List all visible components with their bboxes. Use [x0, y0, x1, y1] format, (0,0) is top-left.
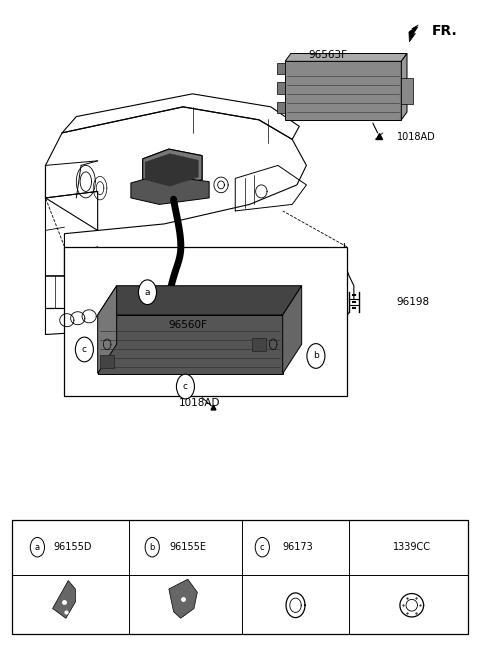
Polygon shape	[409, 25, 419, 42]
Text: FR.: FR.	[432, 24, 458, 38]
Text: c: c	[82, 345, 87, 354]
Polygon shape	[100, 356, 114, 368]
Text: c: c	[183, 382, 188, 391]
Text: c: c	[260, 543, 264, 552]
Polygon shape	[283, 286, 301, 373]
Text: a: a	[35, 543, 40, 552]
Circle shape	[145, 537, 159, 557]
Polygon shape	[276, 62, 285, 74]
Polygon shape	[97, 286, 117, 373]
Polygon shape	[276, 102, 285, 113]
Text: 96560F: 96560F	[168, 319, 207, 330]
Circle shape	[138, 280, 156, 304]
Text: 1339CC: 1339CC	[393, 543, 431, 552]
Circle shape	[75, 337, 94, 362]
Polygon shape	[252, 338, 266, 351]
Circle shape	[255, 537, 269, 557]
Text: 1018AD: 1018AD	[179, 398, 220, 408]
Circle shape	[177, 374, 194, 399]
Bar	[64, 247, 347, 396]
Polygon shape	[97, 286, 301, 315]
Text: 96155D: 96155D	[54, 543, 92, 552]
Polygon shape	[169, 579, 197, 618]
Polygon shape	[276, 82, 285, 94]
Text: 1018AD: 1018AD	[396, 133, 435, 142]
Polygon shape	[285, 54, 407, 61]
Text: b: b	[313, 352, 319, 360]
Circle shape	[30, 537, 45, 557]
Polygon shape	[53, 581, 75, 618]
Bar	[12, 520, 468, 634]
Text: b: b	[150, 543, 155, 552]
Text: 96198: 96198	[396, 297, 430, 307]
Text: 96173: 96173	[283, 543, 313, 552]
Polygon shape	[285, 61, 401, 120]
Circle shape	[307, 344, 325, 368]
Polygon shape	[401, 54, 407, 120]
Polygon shape	[143, 149, 202, 188]
Polygon shape	[97, 315, 283, 373]
Text: a: a	[145, 288, 150, 297]
Polygon shape	[131, 175, 209, 205]
Polygon shape	[401, 77, 413, 104]
Polygon shape	[145, 154, 198, 186]
Text: 96563F: 96563F	[308, 50, 347, 60]
Text: 96155E: 96155E	[169, 543, 206, 552]
